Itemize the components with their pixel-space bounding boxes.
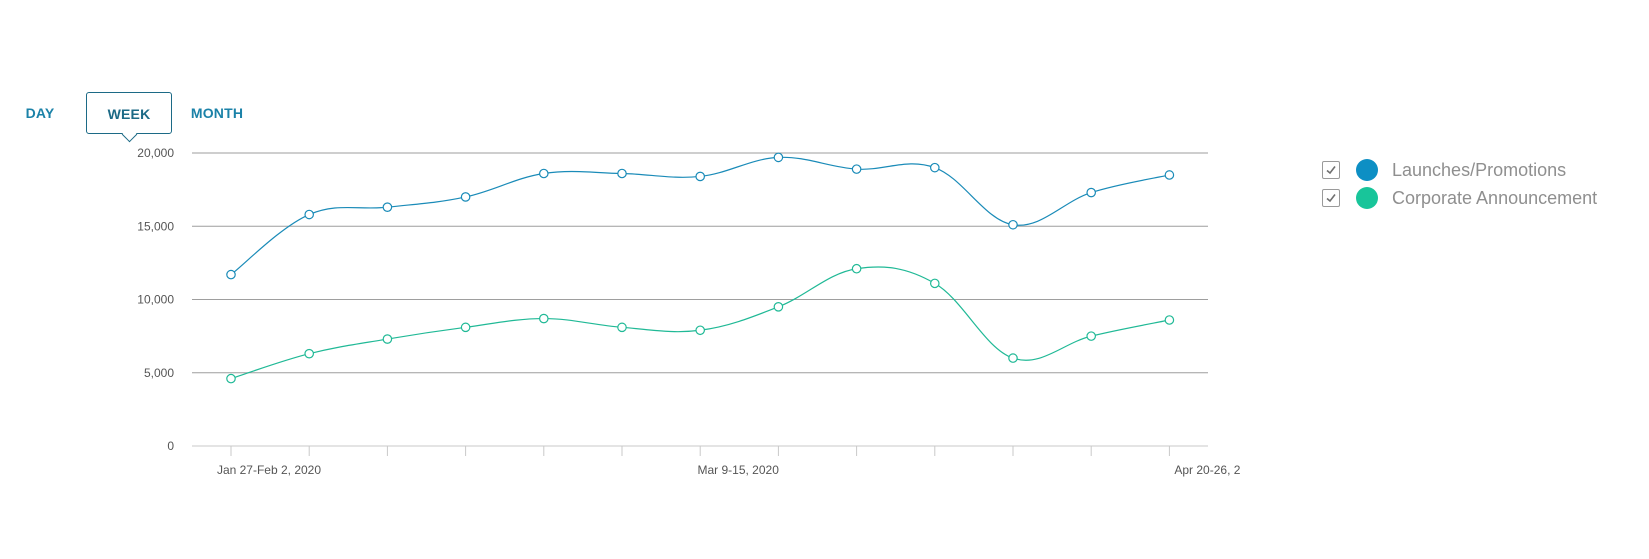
- data-point-corporate-announcement[interactable]: [929, 278, 940, 289]
- x-tick-label: Jan 27-Feb 2, 2020: [217, 463, 321, 477]
- tab-month[interactable]: MONTH: [190, 105, 244, 121]
- legend-item-corporate-announcement[interactable]: Corporate Announcement: [1322, 184, 1642, 212]
- data-point-launches-promotions[interactable]: [851, 164, 862, 174]
- data-point-corporate-announcement[interactable]: [1008, 353, 1018, 363]
- data-point-launches-promotions[interactable]: [226, 269, 236, 280]
- check-icon: [1326, 194, 1336, 203]
- data-point-launches-promotions[interactable]: [617, 168, 627, 179]
- data-point-launches-promotions[interactable]: [382, 202, 393, 213]
- data-point-corporate-announcement[interactable]: [851, 263, 862, 274]
- y-tick-label: 10,000: [137, 293, 174, 307]
- data-point-corporate-announcement[interactable]: [382, 334, 393, 344]
- legend-checkbox-launches-promotions[interactable]: [1322, 161, 1340, 179]
- data-point-launches-promotions[interactable]: [1008, 219, 1018, 230]
- x-tick-label: Apr 20-26, 2: [1174, 463, 1240, 477]
- legend-item-launches-promotions[interactable]: Launches/Promotions: [1322, 156, 1642, 184]
- legend-label-launches-promotions: Launches/Promotions: [1392, 160, 1567, 180]
- data-point-corporate-announcement[interactable]: [1164, 315, 1175, 325]
- data-point-corporate-announcement[interactable]: [695, 325, 705, 336]
- legend-label-corporate-announcement: Corporate Announcement: [1392, 188, 1598, 208]
- y-tick-label: 20,000: [137, 146, 174, 160]
- tab-week[interactable]: WEEK: [86, 92, 172, 134]
- data-point-launches-promotions[interactable]: [538, 168, 549, 179]
- data-point-launches-promotions[interactable]: [1164, 170, 1175, 180]
- y-tick-label: 0: [167, 439, 174, 453]
- data-point-launches-promotions[interactable]: [695, 171, 705, 182]
- data-point-corporate-announcement[interactable]: [773, 302, 784, 312]
- data-point-corporate-announcement[interactable]: [304, 348, 314, 359]
- data-point-launches-promotions[interactable]: [304, 209, 314, 220]
- data-point-launches-promotions[interactable]: [773, 152, 784, 163]
- data-point-launches-promotions[interactable]: [929, 162, 940, 173]
- chart-legend: Launches/Promotions Corporate Announceme…: [1322, 156, 1642, 212]
- data-point-corporate-announcement[interactable]: [538, 313, 549, 324]
- legend-swatch-launches-promotions: [1356, 159, 1378, 181]
- data-point-corporate-announcement[interactable]: [617, 322, 627, 333]
- tab-day[interactable]: DAY: [25, 105, 55, 121]
- series-line-corporate-announcement: [230, 266, 1170, 380]
- line-chart: 0 5,000 10,000 15,000 20,000 Jan 27-Feb 2, 20…: [137, 146, 1240, 477]
- y-tick-label: 5,000: [144, 366, 174, 380]
- time-range-tabs: DAY WEEK MONTH: [0, 92, 300, 142]
- data-point-launches-promotions[interactable]: [1086, 187, 1096, 198]
- data-point-corporate-announcement[interactable]: [226, 373, 236, 384]
- legend-swatch-corporate-announcement: [1356, 187, 1378, 209]
- data-point-launches-promotions[interactable]: [460, 192, 471, 202]
- y-tick-label: 15,000: [137, 219, 174, 233]
- x-tick-label: Mar 9-15, 2020: [698, 463, 780, 477]
- legend-checkbox-corporate-announcement[interactable]: [1322, 189, 1340, 207]
- data-point-corporate-announcement[interactable]: [1086, 331, 1096, 341]
- data-point-corporate-announcement[interactable]: [460, 322, 471, 333]
- check-icon: [1326, 166, 1336, 175]
